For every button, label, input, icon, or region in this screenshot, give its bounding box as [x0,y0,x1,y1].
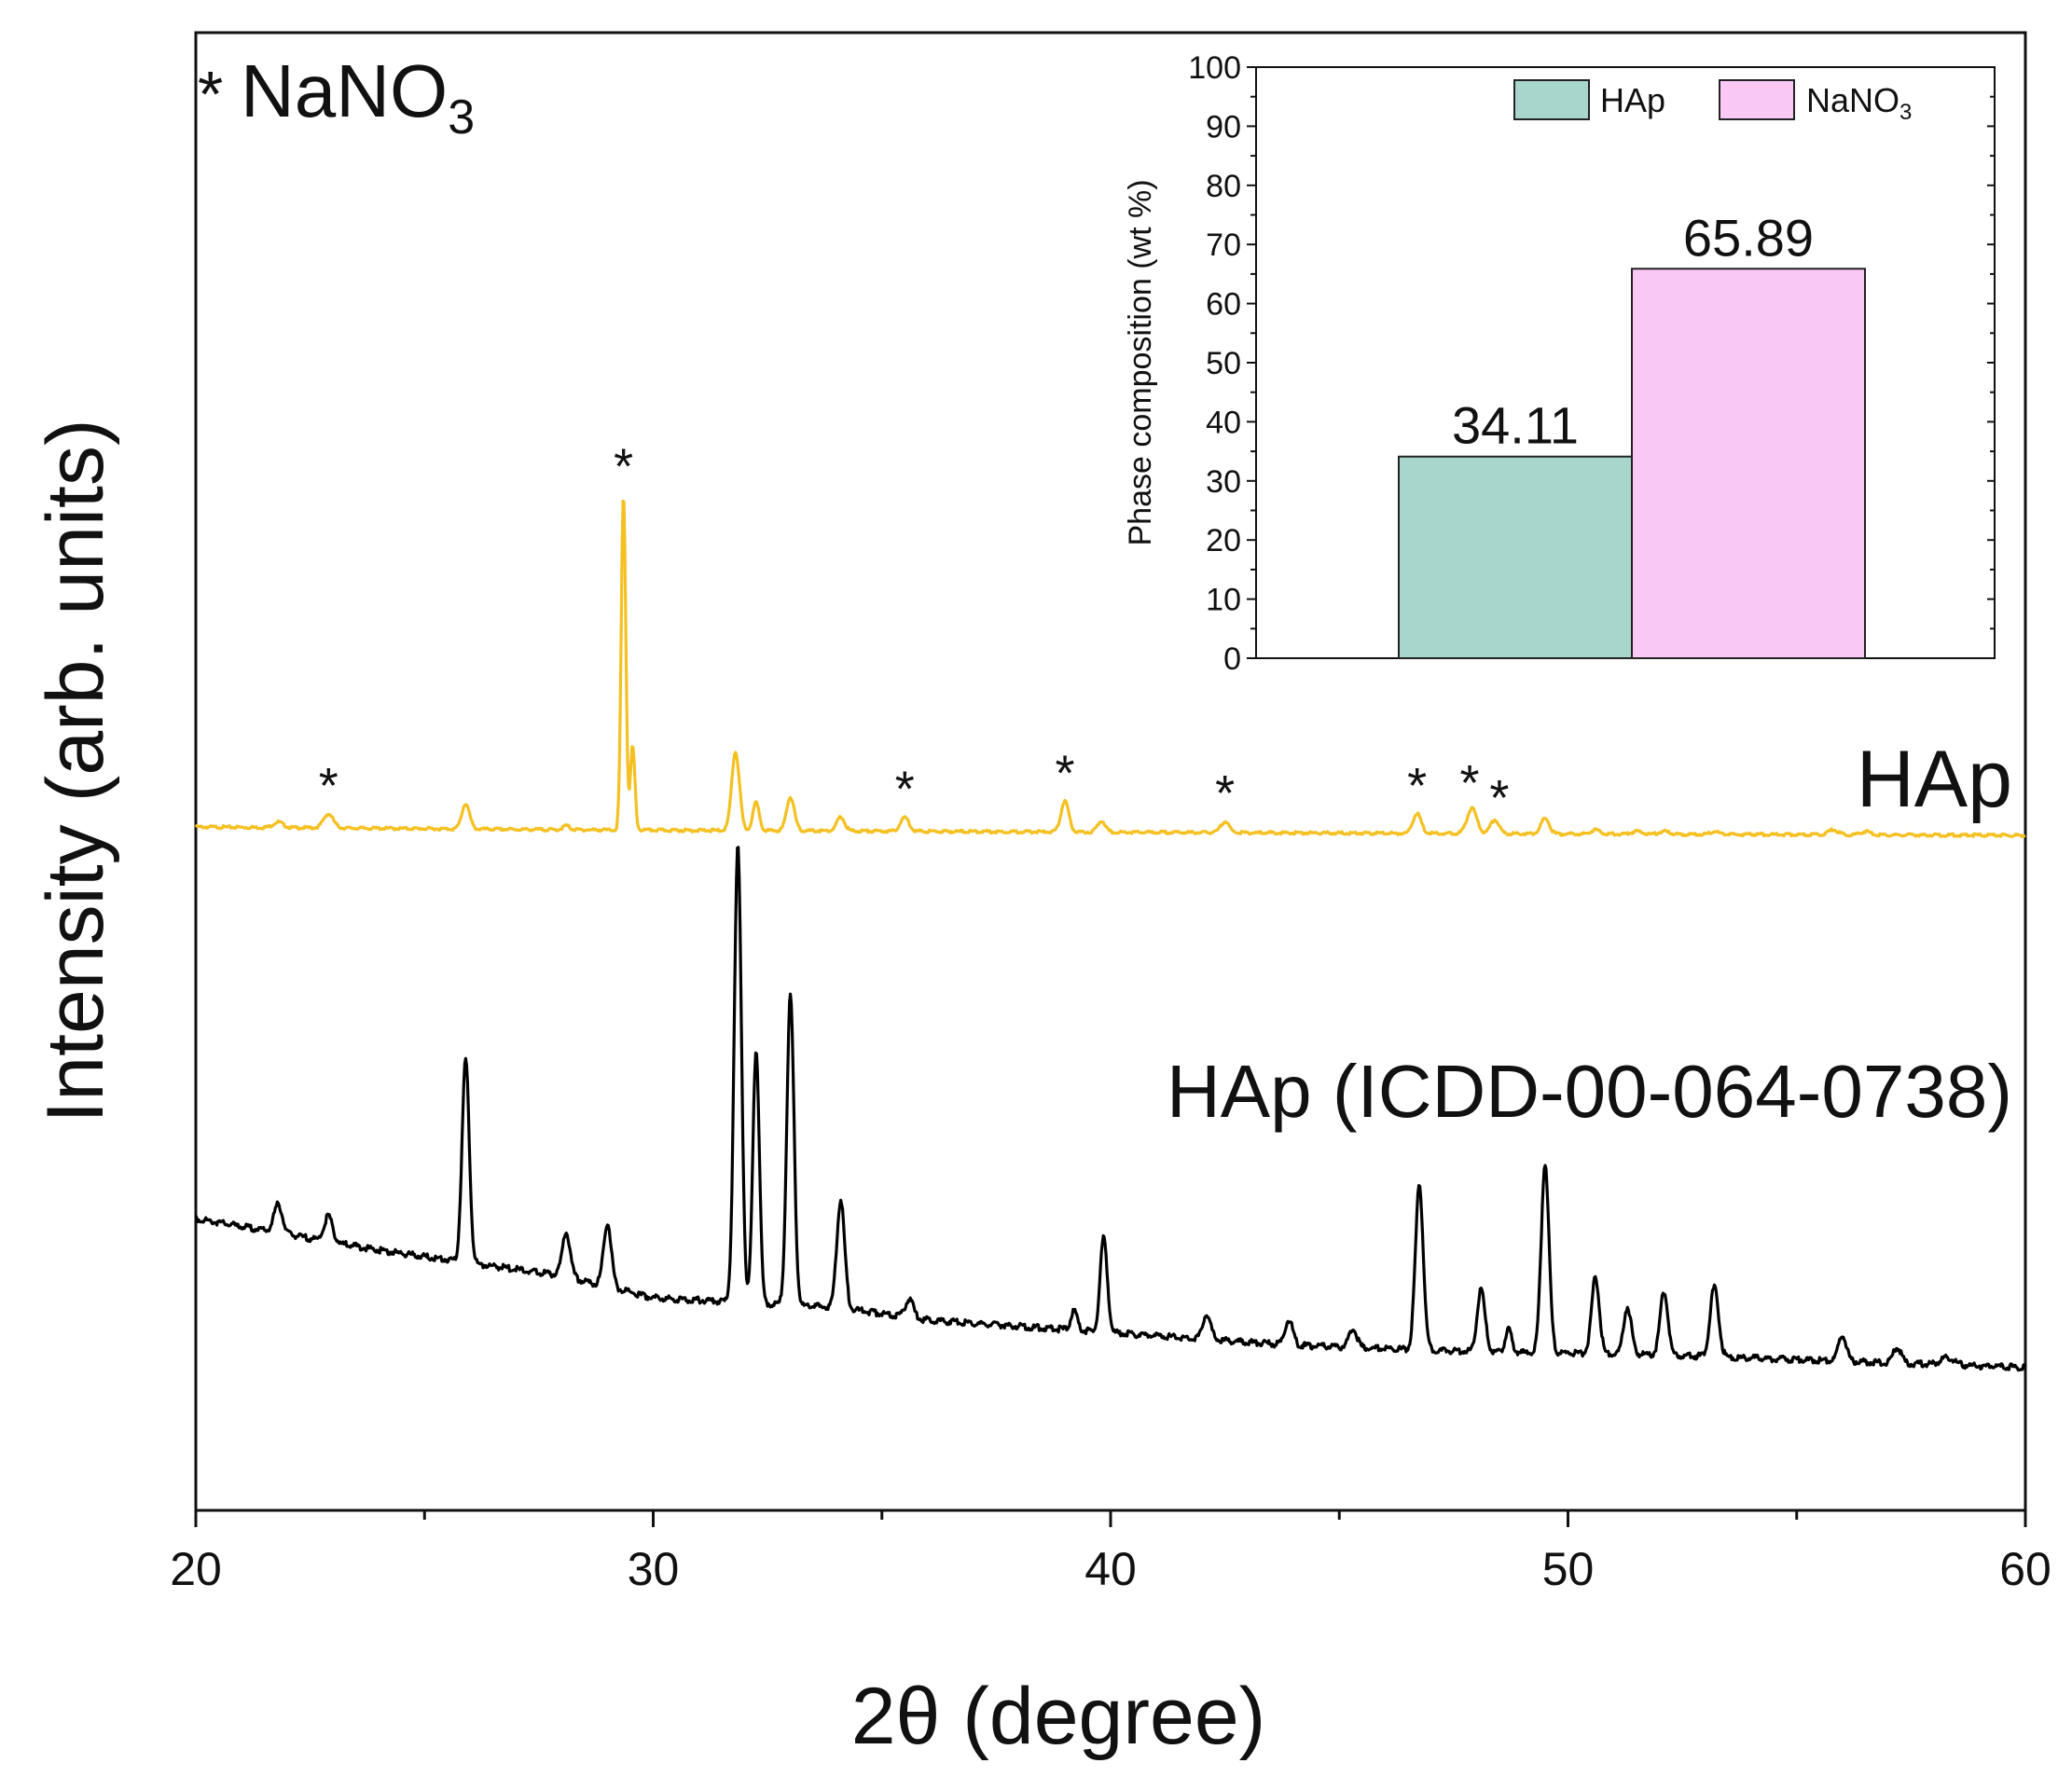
bar-label-nano3: 65.89 [1683,208,1814,267]
inset-y-tick-label: 20 [1206,523,1241,558]
main-series-group [194,499,2027,1372]
hap-reference-line [194,846,2027,1372]
inset-y-tick-label: 100 [1188,50,1241,86]
legend-swatch-hap [1513,79,1590,120]
nano3-peak-marker: * [895,762,915,818]
legend-asterisk: * [198,58,223,131]
series-label-hap: HAp [1857,735,2012,824]
nano3-marker-legend: * NaNO3 [198,49,475,145]
legend-label-subscript: 3 [1899,100,1912,125]
legend-swatch-nano3 [1719,79,1795,120]
inset-y-tick-label: 50 [1206,346,1241,381]
inset-y-tick-label: 10 [1206,583,1241,618]
legend-nano3-subscript: 3 [448,90,475,145]
bar-nano3 [1631,268,1866,659]
nano3-peak-marker: * [1489,770,1509,826]
legend-label-nano3: NaNO3 [1806,81,1912,125]
x-tick-label: 30 [628,1543,680,1595]
bar-hap [1398,455,1633,660]
inset-y-tick-label: 70 [1206,227,1241,263]
inset-y-axis-ticks: 0 10 20 30 40 50 60 70 80 90 100 [1188,50,1995,677]
inset-y-tick-label: 90 [1206,109,1241,145]
nano3-peak-marker: * [614,438,633,494]
x-tick-label: 50 [1542,1543,1595,1595]
hap-sample-line [194,499,2026,839]
legend-nano3-main: NaNO [241,49,448,132]
inset-y-tick-label: 80 [1206,169,1241,204]
legend-label-main: HAp [1600,81,1665,119]
inset-y-tick-label: 40 [1206,405,1241,440]
x-axis-title: 2θ (degree) [851,1672,1266,1761]
legend-label-hap: HAp [1600,81,1665,119]
x-tick-label: 60 [1999,1543,2051,1595]
series-label-hap-reference: HAp (ICDD-00-064-0738) [1167,1050,2012,1133]
x-tick-label: 40 [1084,1543,1137,1595]
inset-y-tick-label: 30 [1206,464,1241,500]
main-x-axis-ticks: 20 30 40 50 60 [170,1510,2051,1595]
peak-markers: *** * * * * * [319,438,1510,826]
legend-label-main: NaNO [1806,81,1899,119]
bar-label-hap: 34.11 [1452,396,1579,455]
legend-nano3-label: NaNO3 [241,49,475,145]
xrd-main-plot: 20 30 40 50 60 *** * * * * * HAp HAp (ICDD-00-064… [31,31,2051,1761]
nano3-peak-marker: * [1055,745,1074,801]
nano3-peak-marker: * [319,758,338,814]
inset-bar-chart: 0 10 20 30 40 50 60 70 80 90 100 34.11 65.89 HAp NaN… [1123,50,1996,677]
inset-y-tick-label: 0 [1223,641,1241,677]
nano3-peak-marker: * [1407,758,1427,814]
inset-y-tick-label: 60 [1206,287,1241,323]
nano3-peak-marker: * [1460,755,1480,811]
inset-legend: HAp NaNO3 [1513,79,1912,125]
inset-y-axis-title: Phase composition (wt %) [1123,179,1158,545]
x-tick-label: 20 [170,1543,222,1595]
y-axis-title: Intensity (arb. units) [31,419,120,1123]
nano3-peak-marker: * [1215,765,1235,821]
inset-bars: 34.11 65.89 [1398,208,1866,660]
